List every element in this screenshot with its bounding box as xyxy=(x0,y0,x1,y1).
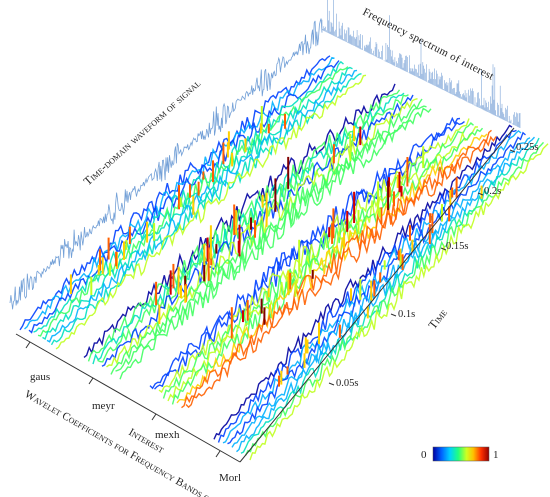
spectrum-trace xyxy=(322,0,520,128)
time-tick-label-2: 0.15s xyxy=(446,241,468,252)
wavelet-label-gaus: gaus xyxy=(30,371,50,383)
frequency-spectrum xyxy=(322,0,520,128)
colorbar-max-label: 1 xyxy=(493,449,499,461)
colorbar: 0 1 xyxy=(421,447,499,461)
frequency-spectrum-title: Frequency spectrum of interest xyxy=(361,6,496,83)
time-tick xyxy=(329,383,334,385)
colorbar-gradient xyxy=(433,447,489,461)
time-tick xyxy=(391,314,396,316)
time-tick-label-0: 0.05s xyxy=(336,378,358,389)
wavelet-label-morl: Morl xyxy=(219,472,241,484)
ridge-line xyxy=(232,138,530,448)
wavelet-tick xyxy=(26,342,30,348)
ridge-line xyxy=(214,126,512,440)
ridge-line xyxy=(56,75,366,349)
ridge-line xyxy=(120,109,431,380)
wavelet-tick xyxy=(152,414,156,420)
wavelet-tick xyxy=(89,378,93,384)
time-tick-label-4: 0.25s xyxy=(516,142,538,153)
wavelet-label-mexh: mexh xyxy=(155,429,180,441)
wavelet-tick xyxy=(216,451,220,457)
time-axis-line xyxy=(240,128,514,462)
wavelet-axis-title-line1: Wavelet Coefficients for Frequency Bands… xyxy=(23,388,217,497)
time-axis-title: Time xyxy=(425,306,450,332)
wavelet-label-meyr: meyr xyxy=(92,400,115,412)
time-tick-label-1: 0.1s xyxy=(398,309,415,320)
time-tick-label-3: 0.2s xyxy=(484,186,501,197)
colorbar-min-label: 0 xyxy=(421,449,427,461)
